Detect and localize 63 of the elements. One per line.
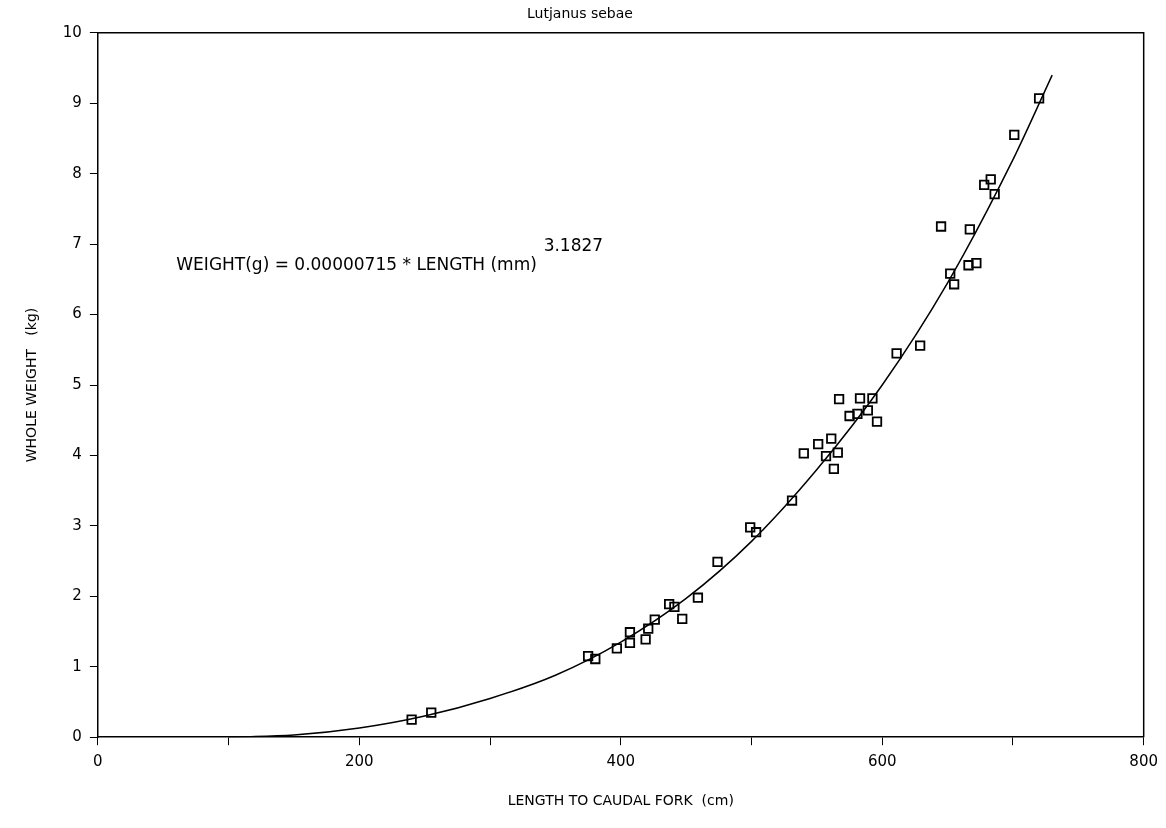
point bbox=[786, 495, 798, 506]
point bbox=[844, 410, 855, 422]
point bbox=[828, 463, 840, 474]
point bbox=[692, 592, 704, 603]
point bbox=[852, 408, 863, 420]
point bbox=[979, 179, 990, 191]
point bbox=[971, 258, 982, 269]
y-tick-label: 1 bbox=[72, 656, 82, 675]
point bbox=[426, 707, 437, 718]
point bbox=[854, 393, 866, 404]
point bbox=[891, 348, 902, 359]
point bbox=[989, 188, 1000, 200]
y-tick-label: 10 bbox=[62, 22, 82, 41]
point bbox=[945, 268, 956, 279]
point bbox=[624, 637, 636, 648]
point bbox=[1033, 93, 1045, 104]
point bbox=[871, 416, 883, 427]
y-tick-label: 8 bbox=[72, 163, 82, 182]
point bbox=[745, 522, 756, 533]
point bbox=[813, 439, 824, 450]
point bbox=[948, 279, 960, 290]
chart-title: Lutjanus sebae bbox=[527, 5, 633, 22]
point bbox=[820, 451, 832, 462]
point bbox=[669, 601, 680, 613]
y-tick-label: 2 bbox=[72, 586, 82, 605]
point bbox=[935, 221, 947, 232]
x-tick-label: 800 bbox=[1129, 752, 1159, 771]
point bbox=[677, 613, 688, 624]
y-tick-label: 9 bbox=[72, 93, 82, 112]
point bbox=[798, 448, 809, 459]
point bbox=[750, 527, 762, 538]
y-axis-title: WHOLE WEIGHT (kg) bbox=[23, 307, 40, 463]
y-tick-label: 7 bbox=[72, 234, 82, 253]
point bbox=[1009, 129, 1020, 141]
point bbox=[867, 393, 878, 404]
x-tick-label: 0 bbox=[93, 752, 103, 771]
point bbox=[832, 447, 843, 458]
point bbox=[826, 433, 837, 444]
y-tick-label: 5 bbox=[72, 374, 82, 393]
point bbox=[643, 623, 654, 634]
point bbox=[649, 614, 660, 625]
point bbox=[862, 405, 873, 416]
point bbox=[712, 556, 723, 567]
y-tick-label: 0 bbox=[72, 727, 82, 746]
point bbox=[406, 714, 417, 725]
x-tick-label: 400 bbox=[606, 752, 636, 771]
x-axis-title: LENGTH TO CAUDAL FORK (cm) bbox=[507, 792, 734, 809]
point bbox=[582, 651, 594, 662]
point bbox=[611, 643, 623, 654]
point bbox=[964, 224, 975, 235]
x-tick-label: 600 bbox=[867, 752, 897, 771]
point bbox=[624, 627, 636, 638]
y-tick-label: 4 bbox=[72, 445, 82, 464]
point bbox=[640, 634, 651, 645]
x-tick-label: 200 bbox=[345, 752, 374, 771]
y-tick-label: 6 bbox=[72, 304, 82, 323]
point bbox=[664, 598, 675, 610]
y-tick-label: 3 bbox=[72, 515, 82, 534]
point bbox=[915, 340, 926, 351]
point bbox=[985, 174, 996, 185]
point bbox=[963, 260, 974, 271]
point bbox=[833, 393, 845, 405]
point bbox=[590, 653, 601, 665]
